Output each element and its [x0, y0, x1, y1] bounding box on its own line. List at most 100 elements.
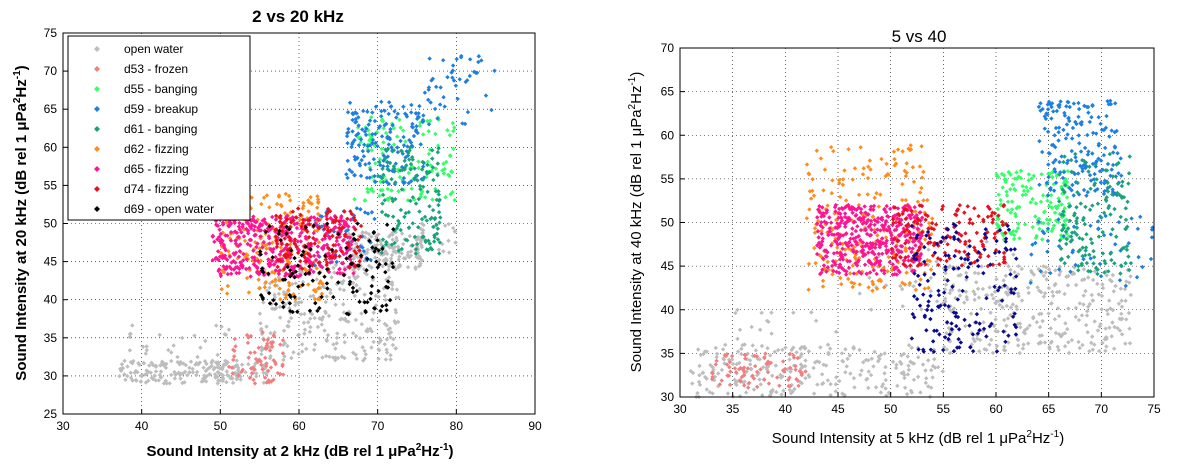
- data-point: [1109, 279, 1114, 284]
- data-point: [970, 348, 976, 354]
- data-point: [380, 303, 385, 309]
- data-point: [930, 339, 936, 344]
- data-point: [972, 339, 977, 344]
- data-point: [1107, 298, 1112, 303]
- data-point: [441, 161, 446, 166]
- data-point: [423, 195, 428, 200]
- data-point: [863, 227, 868, 232]
- data-point: [818, 345, 823, 350]
- data-point: [704, 387, 710, 392]
- data-point: [322, 274, 327, 279]
- data-point: [813, 318, 819, 323]
- data-point: [1008, 272, 1013, 277]
- data-point: [822, 167, 828, 172]
- data-point: [1001, 329, 1006, 334]
- data-point: [447, 250, 452, 255]
- data-point: [874, 271, 879, 277]
- data-point: [1095, 267, 1100, 272]
- data-point: [837, 257, 843, 262]
- x-axis-label-sup-2: 2: [416, 442, 422, 453]
- data-point: [1014, 176, 1020, 182]
- data-point: [953, 314, 958, 319]
- data-point: [1085, 104, 1091, 110]
- data-point: [1083, 204, 1088, 210]
- data-point: [386, 100, 392, 105]
- data-point: [1062, 206, 1067, 211]
- legend-label: d74 - fizzing: [124, 182, 189, 196]
- data-point: [875, 259, 880, 264]
- data-point: [955, 297, 961, 302]
- data-point: [341, 278, 346, 284]
- data-point: [856, 205, 861, 210]
- data-point: [1052, 317, 1058, 322]
- data-point: [1043, 265, 1049, 270]
- data-point: [1090, 298, 1096, 303]
- data-point: [426, 122, 432, 127]
- data-point: [980, 286, 986, 292]
- data-point: [765, 360, 771, 366]
- data-point: [819, 239, 825, 244]
- data-point: [1105, 185, 1111, 191]
- data-point: [878, 228, 883, 233]
- data-point: [997, 302, 1002, 308]
- data-point: [376, 356, 381, 362]
- data-point: [1092, 319, 1097, 324]
- data-point: [1010, 182, 1015, 187]
- data-point: [774, 389, 779, 395]
- data-point: [149, 375, 154, 381]
- legend-marker: [94, 166, 100, 172]
- data-point: [788, 367, 794, 372]
- data-point: [960, 288, 965, 294]
- data-point: [1088, 256, 1093, 261]
- chart-right-points: [688, 98, 1155, 400]
- data-point: [957, 345, 962, 350]
- data-point: [464, 78, 470, 83]
- data-point: [204, 374, 209, 379]
- data-point: [282, 236, 288, 241]
- data-point: [798, 362, 804, 367]
- data-point: [925, 278, 931, 284]
- data-point: [871, 207, 876, 212]
- data-point: [220, 364, 226, 370]
- data-point: [307, 218, 312, 223]
- data-point: [948, 235, 953, 240]
- data-point: [372, 216, 377, 222]
- data-point: [326, 313, 332, 319]
- data-point: [353, 333, 359, 339]
- data-point: [1066, 234, 1072, 239]
- data-point: [844, 269, 849, 274]
- data-point: [1057, 159, 1062, 165]
- data-point: [264, 193, 270, 198]
- data-point: [894, 224, 900, 229]
- data-point: [352, 237, 358, 243]
- data-point: [930, 375, 935, 380]
- data-point: [825, 342, 831, 347]
- data-point: [1050, 289, 1055, 295]
- data-point: [237, 249, 243, 254]
- data-point: [1039, 172, 1044, 177]
- data-point: [1015, 225, 1021, 231]
- data-point: [895, 383, 900, 389]
- data-point: [999, 284, 1005, 290]
- data-point: [893, 365, 899, 371]
- data-point: [433, 189, 439, 194]
- data-point: [1074, 221, 1079, 226]
- data-point: [1053, 169, 1058, 174]
- data-point: [302, 331, 307, 336]
- data-point: [425, 162, 430, 168]
- data-point: [865, 175, 871, 181]
- data-point: [1123, 298, 1128, 304]
- data-point: [1041, 221, 1046, 226]
- data-point: [1096, 115, 1101, 120]
- data-point: [380, 264, 385, 269]
- data-point: [348, 261, 354, 267]
- data-point: [963, 241, 968, 247]
- data-point: [951, 306, 957, 311]
- data-point: [327, 253, 333, 259]
- data-point: [1036, 216, 1042, 222]
- chart-left-y-axis-label: Sound Intensity at 20 kHz (dB rel 1 μPa2…: [12, 65, 30, 380]
- data-point: [1064, 104, 1069, 109]
- data-point: [1114, 234, 1119, 239]
- data-point: [1033, 235, 1039, 241]
- data-point: [308, 267, 313, 273]
